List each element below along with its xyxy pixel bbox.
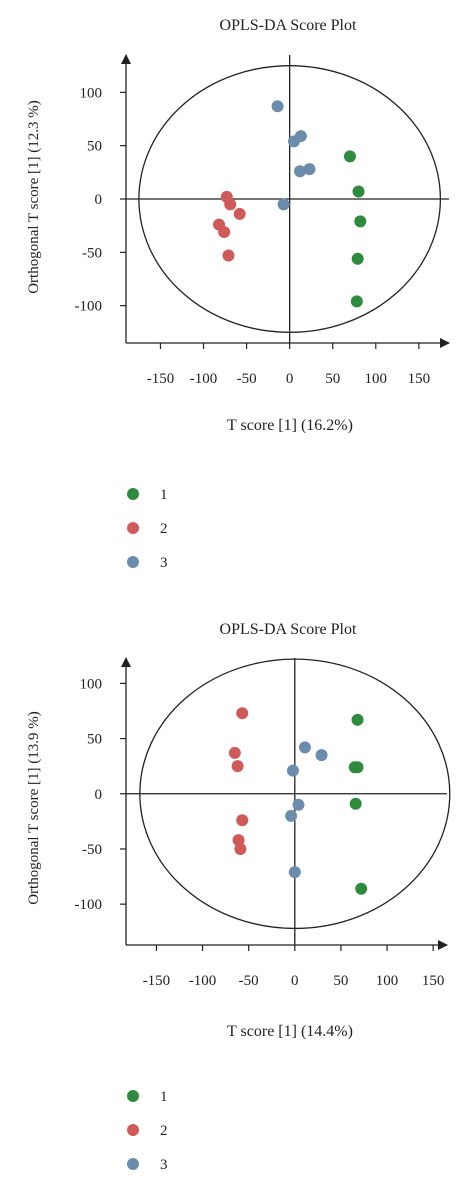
legend-2-marker-3 — [127, 1158, 139, 1170]
chart-2-title: OPLS-DA Score Plot — [220, 621, 357, 638]
chart-2-point-group-1 — [355, 882, 368, 895]
legend-1-label-1: 1 — [160, 487, 168, 503]
legend-2-label-1: 1 — [160, 1089, 168, 1105]
legend-1-marker-1 — [127, 488, 139, 500]
chart-2-point-group-2 — [234, 842, 247, 855]
legend-1-label-3: 3 — [160, 555, 168, 571]
chart-1-y-tick-label: 100 — [80, 85, 103, 101]
chart-2-x-tick-label: -100 — [189, 973, 217, 989]
chart-2-point-group-3 — [288, 866, 301, 879]
chart-1-point-group-1 — [343, 150, 356, 163]
chart-1-title: OPLS-DA Score Plot — [220, 17, 357, 34]
chart-2-y-axis-label: Orthogonal T score [1] (13.9 %) — [26, 711, 42, 905]
chart-1: OPLS-DA Score Plot Orthogonal T score [1… — [26, 17, 450, 571]
legend-1-marker-2 — [127, 522, 139, 534]
legend-2-label-3: 3 — [160, 1157, 168, 1173]
chart-2-plot-area: -150 -100 -50 0 50 100 150 100 50 0 -50 -100 — [75, 657, 451, 989]
chart-2-point-group-2 — [236, 707, 249, 720]
chart-2-point-group-2 — [231, 760, 244, 773]
chart-2-legend: 1 2 3 — [127, 1089, 168, 1173]
legend-1-marker-3 — [127, 556, 139, 568]
chart-2-x-tick-label: 100 — [376, 973, 399, 989]
chart-1-point-group-3 — [271, 100, 284, 113]
chart-1-y-tick-label: -50 — [82, 245, 102, 261]
chart-1-x-tick-label: 0 — [286, 371, 294, 387]
chart-2-point-group-3 — [292, 798, 305, 811]
chart-2-point-group-1 — [351, 761, 364, 774]
legend-1-label-2: 2 — [160, 521, 168, 537]
chart-2-x-tick-label: 0 — [291, 973, 299, 989]
chart-2-x-tick-label: -150 — [143, 973, 171, 989]
chart-1-point-group-2 — [218, 226, 231, 239]
chart-1-point-group-1 — [354, 215, 367, 228]
chart-2-point-group-3 — [315, 749, 328, 762]
chart-2-point-group-1 — [349, 797, 362, 810]
chart-1-point-group-3 — [293, 165, 306, 178]
legend-2-marker-1 — [127, 1090, 139, 1102]
chart-1-point-group-2 — [224, 198, 237, 211]
chart-1-y-tick-label: 50 — [87, 139, 102, 155]
chart-1-x-tick-label: -50 — [237, 371, 257, 387]
chart-1-point-group-2 — [222, 249, 235, 262]
chart-1-x-tick-label: 50 — [325, 371, 340, 387]
chart-2-point-group-3 — [286, 764, 299, 777]
chart-1-y-tick-label: 0 — [95, 192, 103, 208]
chart-2-y-tick-label: -50 — [82, 842, 102, 858]
legend-2-marker-2 — [127, 1124, 139, 1136]
chart-1-point-group-3 — [303, 163, 316, 176]
chart-1-y-tick-label: -100 — [75, 299, 103, 315]
chart-2-x-tick-label: -50 — [239, 973, 259, 989]
chart-1-point-group-3 — [294, 130, 307, 143]
chart-2-y-tick-label: 0 — [95, 787, 103, 803]
chart-1-point-group-1 — [351, 252, 364, 265]
chart-1-point-group-1 — [352, 185, 365, 198]
chart-2: OPLS-DA Score Plot Orthogonal T score [1… — [26, 621, 451, 1173]
chart-2-y-tick-label: 50 — [87, 732, 102, 748]
chart-1-x-tick-label: -100 — [190, 371, 218, 387]
chart-2-point-group-1 — [351, 713, 364, 726]
chart-1-x-tick-label: -150 — [147, 371, 175, 387]
chart-2-y-tick-label: -100 — [75, 897, 103, 913]
chart-1-x-tick-label: 100 — [365, 371, 388, 387]
legend-2-label-2: 2 — [160, 1123, 168, 1139]
chart-2-point-group-2 — [228, 746, 241, 759]
chart-1-y-axis-label: Orthogonal T score [1] (12.3 %) — [26, 100, 42, 294]
chart-1-plot-area: -150 -100 -50 0 50 100 150 100 50 0 -50 -100 — [75, 54, 450, 387]
chart-2-point-group-3 — [285, 809, 298, 822]
chart-1-legend: 1 2 3 — [127, 487, 168, 571]
chart-1-point-group-3 — [277, 198, 290, 211]
chart-1-point-group-2 — [233, 207, 246, 220]
chart-1-x-axis-label: T score [1] (16.2%) — [227, 417, 353, 434]
chart-2-point-group-2 — [236, 814, 249, 827]
chart-2-x-tick-label: 50 — [333, 973, 348, 989]
chart-1-x-tick-label: 150 — [408, 371, 431, 387]
chart-2-x-tick-label: 150 — [422, 973, 445, 989]
chart-2-point-group-3 — [298, 741, 311, 754]
chart-1-point-group-1 — [350, 295, 363, 308]
chart-2-x-axis-label: T score [1] (14.4%) — [227, 1023, 353, 1040]
chart-2-y-tick-label: 100 — [80, 676, 103, 692]
